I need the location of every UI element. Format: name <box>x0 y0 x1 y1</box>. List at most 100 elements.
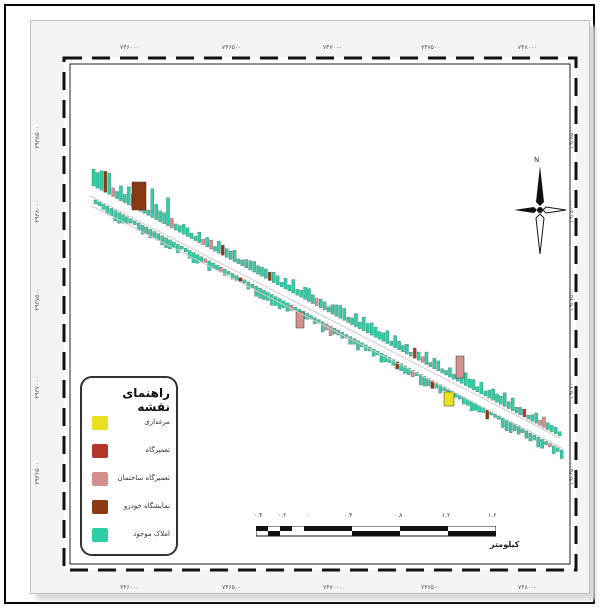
parcel-lower <box>223 269 227 276</box>
parcel-upper <box>530 414 534 422</box>
tick-right-4: ۳۹۳۷۰۰۰ <box>567 376 575 399</box>
parcel-upper <box>232 250 237 262</box>
parcel-lower <box>403 365 407 374</box>
tick-left-2: ۳۹۳۸۰۰۰ <box>33 200 41 223</box>
parcel-upper <box>550 425 554 432</box>
parcel-upper <box>228 250 233 260</box>
parcel-upper <box>393 335 397 348</box>
tick-top-4: ۷۴۷۵۰۰ <box>421 44 441 51</box>
tick-right-1: ۳۹۳۸۵۰۰ <box>567 126 575 149</box>
parcel-lower <box>250 283 254 289</box>
parcel-upper <box>264 268 268 279</box>
scale-num-5: ۰.۸ <box>394 512 403 519</box>
parcel-upper <box>91 169 96 187</box>
parcel-upper <box>95 172 100 189</box>
parcel-upper <box>326 306 331 313</box>
legend-swatch-car-showroom <box>92 500 108 514</box>
map-legend: راهنمای نقشه مرغداری تعمیرگاه تعمیرگاه س… <box>80 376 178 556</box>
legend-title: راهنمای نقشه <box>122 386 170 414</box>
parcel-upper <box>268 271 272 281</box>
parcel-lower <box>215 264 219 271</box>
parcel-upper <box>413 347 417 359</box>
parcel-upper <box>197 231 202 243</box>
parcel-upper <box>436 360 440 371</box>
tick-left-1: ۳۹۳۸۵۰۰ <box>33 126 41 149</box>
parcel-upper <box>471 379 476 390</box>
parcel-upper <box>373 326 378 338</box>
parcel-upper <box>225 248 229 258</box>
legend-label-existing-property: املاک موجود <box>133 530 170 538</box>
legend-swatch-building-repair <box>92 472 108 486</box>
parcel-upper <box>416 351 421 361</box>
parcel-upper <box>542 416 546 428</box>
parcel-lower <box>356 340 360 351</box>
parcel-lower <box>528 432 533 442</box>
parcel-upper <box>315 298 319 306</box>
parcel-upper <box>307 288 311 302</box>
parcel-lower <box>422 376 427 387</box>
parcel-lower <box>121 214 125 224</box>
parcel-upper <box>366 323 370 334</box>
parcel-upper <box>322 301 327 311</box>
parcel-upper <box>295 289 299 296</box>
parcel-upper <box>213 246 217 252</box>
parcel-lower <box>105 206 110 214</box>
parcel-lower <box>242 279 247 284</box>
parcel-upper <box>209 239 213 250</box>
tick-bottom-4: ۷۴۷۵۰۰ <box>421 584 441 591</box>
legend-item-building-repair: تعمیرگاه ساختمان <box>92 470 170 490</box>
parcel-upper <box>432 358 437 369</box>
parcel-upper <box>479 381 484 395</box>
parcel-upper <box>538 419 542 426</box>
parcel-upper <box>518 407 523 416</box>
parcel-lower <box>430 380 435 389</box>
parcel-lower <box>203 258 207 263</box>
parcel-upper <box>354 313 358 327</box>
parcel-upper <box>260 267 264 277</box>
parcel-lower <box>133 220 137 225</box>
parcel-lower <box>180 246 184 250</box>
north-label: N <box>534 156 539 164</box>
parcel-lower <box>144 227 149 235</box>
legend-swatch-repair <box>92 444 108 458</box>
legend-swatch-poultry <box>92 416 108 430</box>
parcel-lower <box>501 418 505 428</box>
parcel-upper <box>346 317 350 323</box>
parcel-upper <box>311 294 315 304</box>
legend-item-existing-property: املاک موجود <box>92 526 170 546</box>
parcel-upper <box>189 233 194 239</box>
parcel-upper <box>546 422 550 430</box>
parcel-upper <box>526 414 531 420</box>
parcel-lower <box>117 212 121 224</box>
parcel-upper <box>107 172 111 195</box>
parcel-upper <box>150 188 155 218</box>
road-lines <box>89 195 563 449</box>
parcel-upper <box>185 227 190 237</box>
parcel-lower <box>477 405 482 413</box>
parcel-lower <box>183 248 188 253</box>
parcel-lower <box>168 239 172 250</box>
parcel-lower <box>426 378 431 387</box>
parcel-lower <box>552 445 556 454</box>
tick-top-2: ۷۴۶۵۰۰ <box>222 44 242 51</box>
parcel-upper <box>452 374 456 380</box>
parcel-upper <box>205 237 209 248</box>
tick-bottom-1: ۷۴۶۰۰۰ <box>120 584 140 591</box>
legend-label-building-repair: تعمیرگاه ساختمان <box>117 474 170 482</box>
parcel-upper <box>99 170 104 191</box>
parcel-upper <box>275 275 280 285</box>
tick-left-5: ۳۹۳۶۵۰۰ <box>33 462 41 485</box>
parcel-lower <box>270 294 274 306</box>
parcel-upper <box>111 187 115 197</box>
parcel-lower <box>407 367 411 376</box>
scale-num-4: ۰.۴ <box>344 512 353 519</box>
parcel-upper <box>350 317 354 325</box>
parcel-lower <box>195 254 200 264</box>
parcel-lower <box>556 447 560 452</box>
parcel-lower <box>536 437 540 448</box>
parcel-upper <box>377 331 382 340</box>
parcel-upper <box>115 191 119 199</box>
parcel-upper <box>487 389 491 399</box>
scale-unit: کیلومتر <box>490 540 520 549</box>
parcel-upper <box>358 321 362 329</box>
